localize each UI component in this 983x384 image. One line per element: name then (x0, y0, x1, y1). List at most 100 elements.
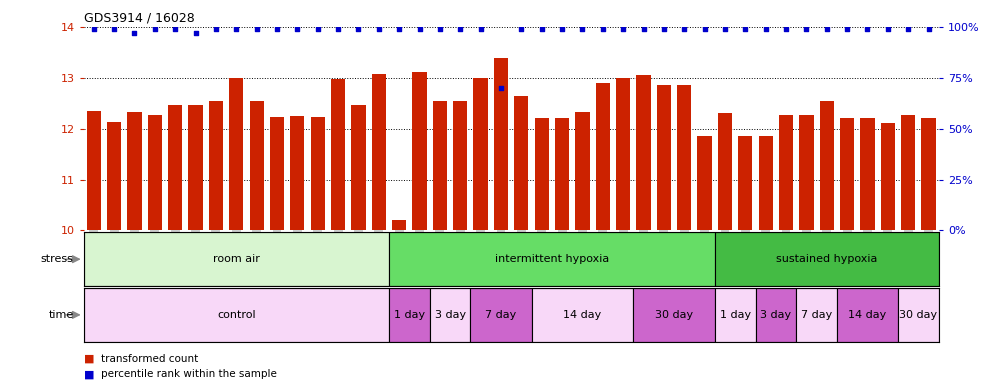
Bar (596, 83, 609, 230)
Bar (759, 136, 773, 230)
Point (493, 85, 509, 91)
Bar (532, 288, 633, 342)
Text: 7 day: 7 day (801, 310, 833, 320)
Point (676, 26, 692, 32)
Text: transformed count: transformed count (101, 354, 199, 364)
Bar (229, 78, 244, 230)
Point (779, 26, 794, 32)
Text: 1 day: 1 day (720, 310, 751, 320)
Text: percentile rank within the sample: percentile rank within the sample (101, 369, 277, 379)
Bar (392, 220, 406, 230)
Point (554, 26, 570, 32)
Text: 3 day: 3 day (760, 310, 791, 320)
Point (819, 26, 835, 32)
Text: time: time (48, 310, 74, 320)
Text: 30 day: 30 day (899, 310, 938, 320)
Point (574, 26, 590, 32)
Bar (208, 101, 223, 230)
Bar (796, 288, 837, 342)
Bar (84, 232, 389, 286)
Bar (738, 136, 752, 230)
Text: 3 day: 3 day (434, 310, 466, 320)
Bar (898, 288, 939, 342)
Text: control: control (217, 310, 256, 320)
Bar (575, 112, 590, 230)
Text: sustained hypoxia: sustained hypoxia (777, 254, 878, 264)
Point (615, 26, 631, 32)
Bar (453, 101, 467, 230)
Point (188, 30, 203, 36)
Bar (555, 119, 569, 230)
Point (330, 26, 346, 32)
Point (310, 26, 325, 32)
Text: ■: ■ (84, 354, 94, 364)
Bar (921, 119, 936, 230)
Bar (820, 101, 834, 230)
Point (391, 26, 407, 32)
Bar (128, 112, 142, 230)
Text: 1 day: 1 day (394, 310, 425, 320)
Point (86, 26, 101, 32)
Point (839, 26, 855, 32)
Point (737, 26, 753, 32)
Point (656, 26, 671, 32)
Point (228, 26, 244, 32)
Bar (636, 75, 651, 230)
Bar (718, 113, 732, 230)
Bar (331, 79, 345, 230)
Bar (413, 72, 427, 230)
Bar (290, 116, 305, 230)
Bar (633, 288, 715, 342)
Bar (779, 115, 793, 230)
Point (473, 26, 489, 32)
Bar (471, 288, 532, 342)
Bar (799, 115, 814, 230)
Point (900, 26, 916, 32)
Bar (840, 118, 854, 230)
Bar (107, 122, 121, 230)
Point (717, 26, 732, 32)
Bar (351, 105, 366, 230)
Bar (474, 78, 488, 230)
Bar (535, 118, 549, 230)
Bar (168, 105, 182, 230)
Text: 30 day: 30 day (655, 310, 693, 320)
Bar (514, 96, 529, 230)
Bar (372, 74, 386, 230)
Point (412, 26, 428, 32)
Text: intermittent hypoxia: intermittent hypoxia (494, 254, 609, 264)
Bar (881, 122, 895, 230)
Point (371, 26, 386, 32)
Bar (87, 111, 101, 230)
Point (289, 26, 305, 32)
Point (249, 26, 264, 32)
Point (697, 26, 713, 32)
Point (636, 26, 652, 32)
Bar (389, 288, 430, 342)
Bar (715, 232, 939, 286)
Point (534, 26, 549, 32)
Bar (433, 101, 447, 230)
Bar (715, 288, 756, 342)
Bar (860, 119, 875, 230)
Point (513, 26, 529, 32)
Point (880, 26, 896, 32)
Bar (837, 288, 898, 342)
Bar (84, 288, 389, 342)
Bar (430, 288, 471, 342)
Point (859, 26, 875, 32)
Bar (270, 117, 284, 230)
Bar (493, 58, 508, 230)
Text: room air: room air (213, 254, 260, 264)
Text: 14 day: 14 day (563, 310, 602, 320)
Point (167, 26, 183, 32)
Point (595, 26, 610, 32)
Bar (389, 232, 715, 286)
Point (269, 26, 285, 32)
Bar (311, 117, 324, 230)
Point (208, 26, 224, 32)
Bar (698, 136, 712, 230)
Text: ■: ■ (84, 369, 94, 379)
Bar (616, 78, 630, 230)
Bar (147, 115, 162, 230)
